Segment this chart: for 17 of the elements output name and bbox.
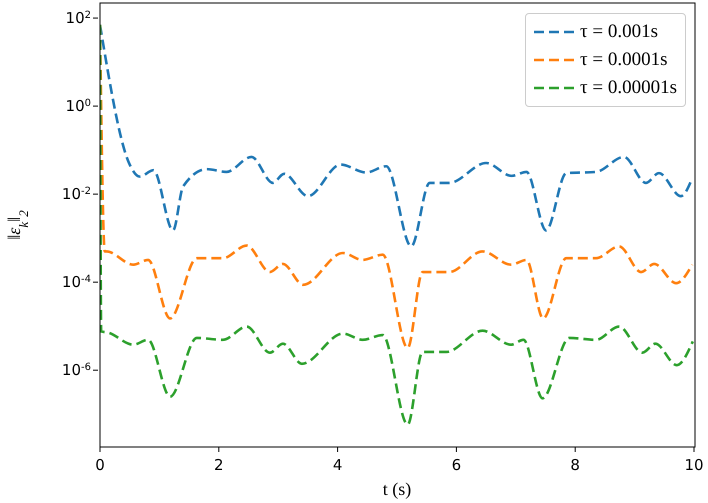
x-tick-label: 4 — [332, 456, 342, 474]
y-tick-label: 10$^{-4}$ — [62, 273, 91, 292]
line-series — [100, 24, 694, 248]
y-tick-label: 10$^{2}$ — [66, 9, 91, 28]
legend-label: τ = 0.001s — [580, 21, 658, 43]
y-tick-label: 10$^{-6}$ — [62, 361, 91, 380]
y-tick-label: 10$^{-2}$ — [62, 185, 91, 204]
legend-label: τ = 0.0001s — [580, 49, 668, 71]
x-tick-label: 2 — [214, 456, 224, 474]
legend-label: τ = 0.00001s — [580, 77, 677, 99]
x-tick-label: 0 — [95, 456, 105, 474]
x-tick-label: 6 — [452, 456, 462, 474]
x-tick-label: 10 — [684, 456, 704, 474]
y-tick-label: 10$^{0}$ — [66, 97, 91, 116]
x-axis-title: t (s) — [382, 479, 412, 499]
line-series — [100, 24, 694, 426]
x-tick-label: 8 — [570, 456, 580, 474]
